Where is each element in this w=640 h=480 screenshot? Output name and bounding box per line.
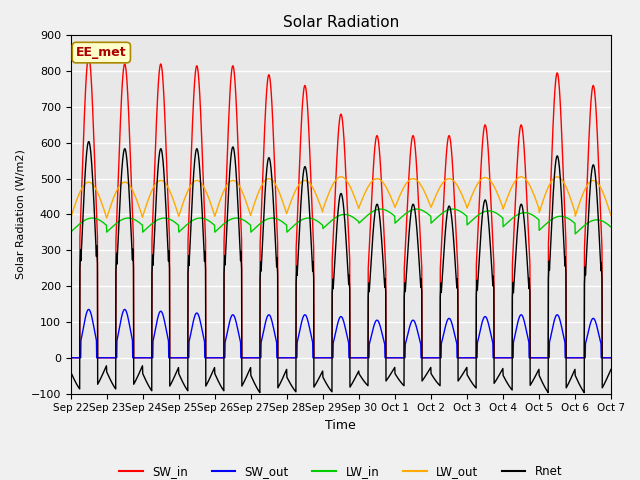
Rnet bbox=[560, 238, 568, 243]
Legend: SW_in, SW_out, LW_in, LW_out, Rnet: SW_in, SW_out, LW_in, LW_out, Rnet bbox=[115, 460, 567, 480]
LW_in bbox=[498, 215, 506, 220]
Rnet bbox=[357, 373, 365, 379]
LW_in bbox=[572, 231, 579, 237]
SW_in bbox=[498, 355, 506, 360]
SW_in bbox=[575, 355, 582, 360]
SW_in bbox=[218, 355, 225, 360]
Y-axis label: Solar Radiation (W/m2): Solar Radiation (W/m2) bbox=[15, 150, 25, 279]
LW_out bbox=[575, 204, 582, 209]
LW_out bbox=[498, 202, 506, 207]
LW_out bbox=[67, 215, 74, 221]
LW_in bbox=[356, 219, 364, 225]
Line: SW_in: SW_in bbox=[70, 57, 611, 358]
LW_in bbox=[575, 228, 582, 234]
SW_out bbox=[356, 355, 364, 360]
LW_out bbox=[369, 178, 376, 184]
Rnet bbox=[369, 238, 376, 243]
Line: Rnet: Rnet bbox=[70, 142, 611, 393]
LW_in bbox=[218, 223, 225, 229]
Rnet bbox=[499, 367, 506, 373]
Rnet bbox=[218, 384, 225, 390]
SW_out bbox=[559, 333, 567, 339]
SW_in bbox=[356, 355, 364, 360]
LW_out bbox=[218, 194, 225, 200]
Rnet bbox=[575, 380, 582, 386]
SW_out bbox=[369, 329, 376, 335]
LW_out bbox=[337, 174, 345, 180]
SW_out bbox=[607, 355, 615, 360]
LW_in bbox=[559, 214, 567, 219]
Text: EE_met: EE_met bbox=[76, 46, 127, 59]
SW_out bbox=[498, 355, 506, 360]
Rnet bbox=[256, 390, 264, 396]
LW_in bbox=[67, 229, 74, 235]
X-axis label: Time: Time bbox=[326, 419, 356, 432]
LW_out bbox=[559, 179, 567, 185]
Line: LW_in: LW_in bbox=[70, 209, 611, 234]
Rnet bbox=[607, 366, 615, 372]
SW_in bbox=[369, 185, 376, 191]
SW_out bbox=[575, 355, 582, 360]
LW_in bbox=[607, 224, 615, 230]
SW_in bbox=[607, 355, 615, 360]
SW_in bbox=[559, 176, 567, 182]
LW_out bbox=[607, 213, 615, 218]
LW_out bbox=[356, 201, 364, 206]
Line: SW_out: SW_out bbox=[70, 310, 611, 358]
SW_in bbox=[67, 355, 74, 360]
SW_out bbox=[67, 355, 74, 360]
Title: Solar Radiation: Solar Radiation bbox=[283, 15, 399, 30]
SW_out bbox=[85, 307, 93, 312]
Rnet bbox=[85, 139, 93, 144]
LW_in bbox=[368, 209, 376, 215]
SW_in bbox=[85, 54, 93, 60]
SW_out bbox=[218, 355, 225, 360]
LW_in bbox=[377, 206, 385, 212]
Rnet bbox=[67, 369, 74, 375]
Line: LW_out: LW_out bbox=[70, 177, 611, 218]
